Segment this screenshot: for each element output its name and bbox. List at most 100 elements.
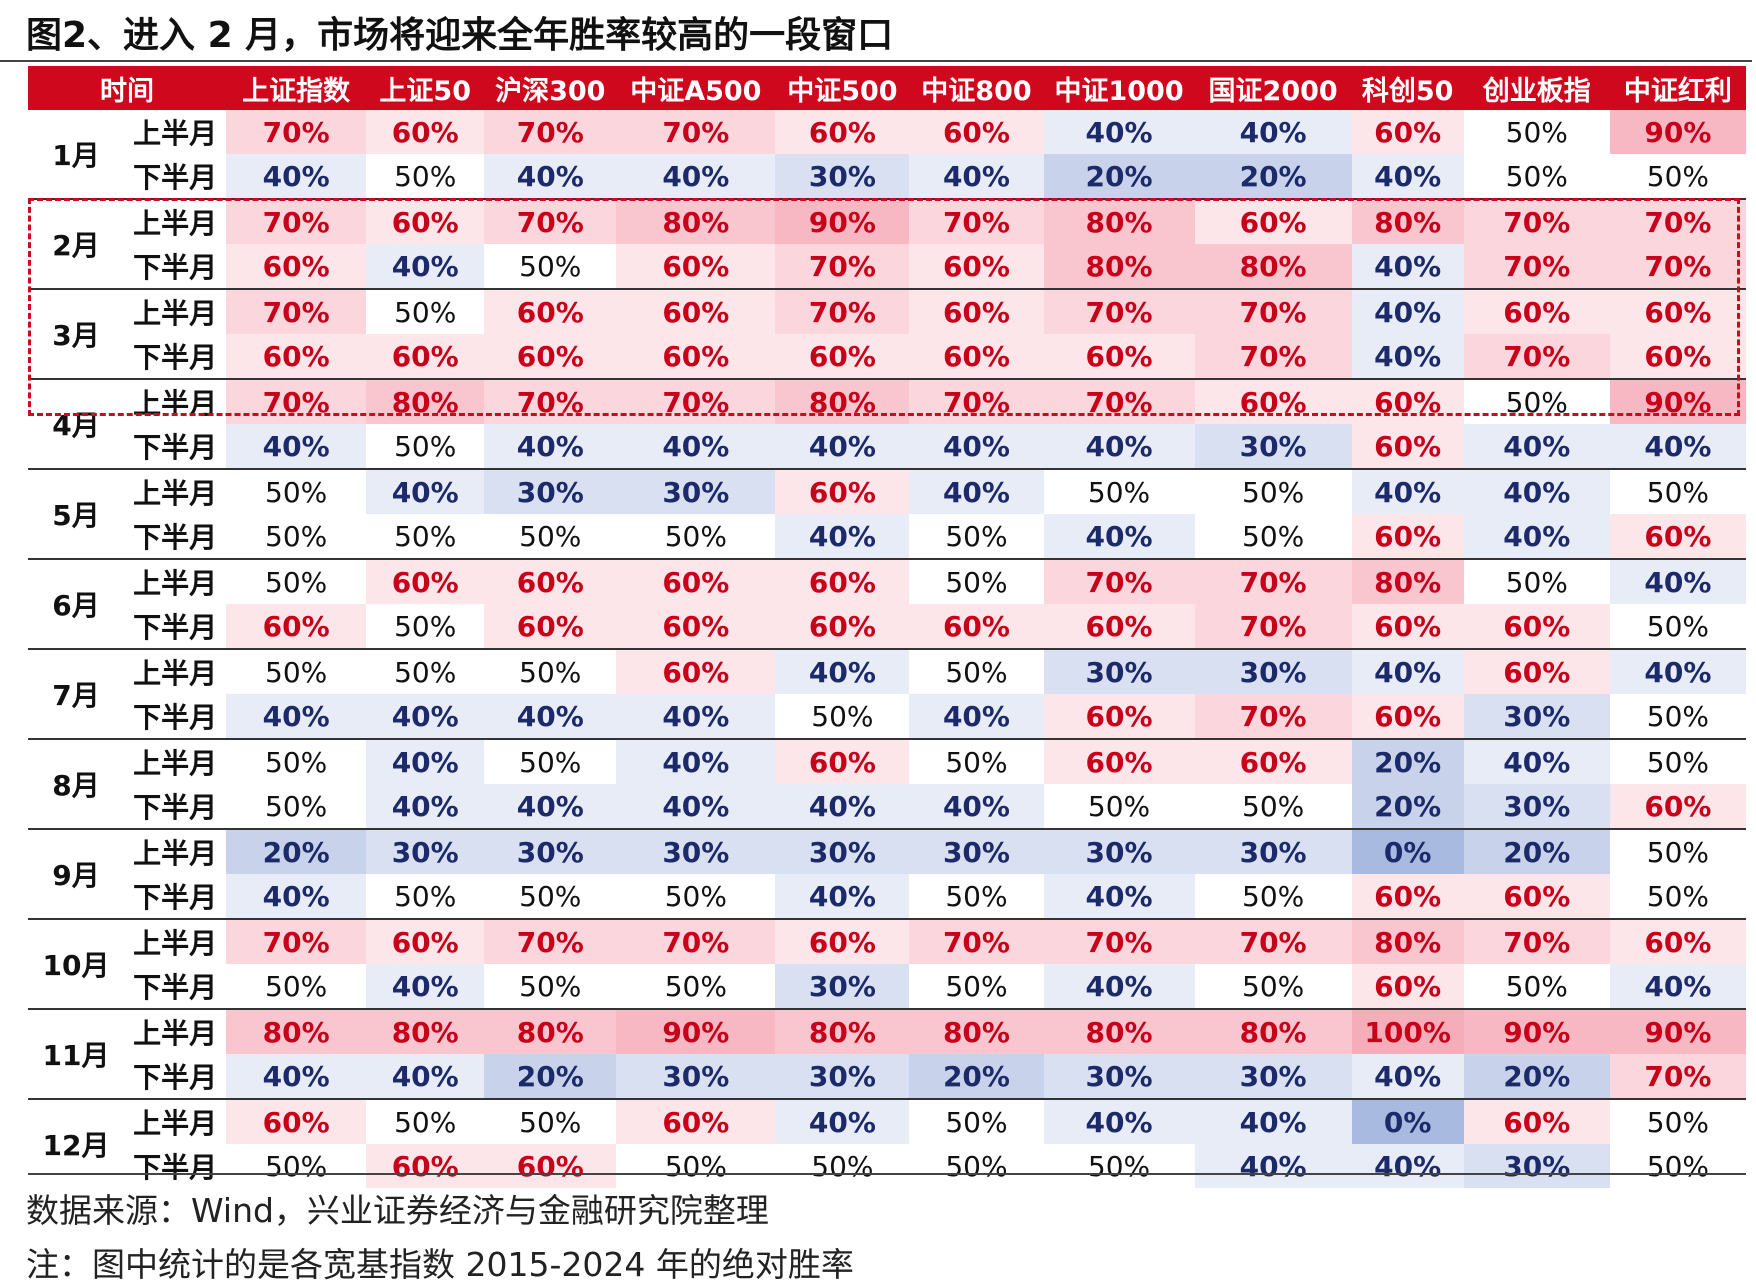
win-rate-cell: 70%	[226, 288, 367, 334]
win-rate-cell: 60%	[1194, 198, 1352, 244]
win-rate-cell: 40%	[909, 784, 1044, 829]
win-rate-cell: 40%	[775, 424, 910, 469]
win-rate-cell: 20%	[909, 1054, 1044, 1099]
table-row: 3月 上半月 70% 50% 60% 60% 70% 60% 70% 70% 40% 60% 60%	[28, 288, 1746, 379]
win-rate-cell: 40%	[1043, 1098, 1195, 1144]
half-label: 下半月	[133, 1151, 218, 1184]
win-rate-cell: 40%	[1351, 244, 1464, 289]
win-rate-cell: 30%	[616, 468, 776, 514]
half-label: 上半月	[133, 117, 218, 150]
win-rate-cell: 80%	[1043, 244, 1195, 289]
win-rate-cell: 30%	[366, 828, 485, 874]
win-rate-cell: 50%	[1646, 159, 1710, 193]
win-rate-cell: 40%	[1043, 514, 1195, 559]
win-rate-cell: 40%	[1194, 110, 1352, 154]
win-rate-cell: 40%	[616, 694, 776, 739]
source-note: 数据来源：Wind，兴业证券经济与金融研究院整理	[26, 1191, 769, 1230]
win-rate-cell: 50%	[811, 699, 874, 733]
win-rate-cell: 50%	[366, 288, 485, 334]
half-label: 上半月	[124, 198, 227, 244]
bottom-rule	[28, 1173, 1746, 1175]
win-rate-cell: 40%	[1194, 1144, 1352, 1188]
win-rate-cell: 50%	[265, 789, 328, 823]
win-rate-cell: 90%	[1609, 1008, 1746, 1054]
win-rate-cell: 30%	[775, 964, 910, 1009]
half-label: 上半月	[124, 378, 227, 424]
win-rate-cell: 70%	[1609, 1054, 1746, 1099]
win-rate-cell: 30%	[1194, 1054, 1352, 1099]
win-rate-cell: 60%	[366, 558, 485, 604]
win-rate-cell: 70%	[1463, 198, 1610, 244]
column-header: 中证A500	[616, 66, 776, 110]
table-row: 下半月 40% 50% 40% 40% 30% 40% 20% 20% 40% 50% 50%	[28, 154, 1746, 199]
win-rate-cell: 50%	[519, 969, 582, 1003]
win-rate-cell: 80%	[366, 1008, 485, 1054]
column-header: 科创50	[1351, 66, 1464, 110]
win-rate-cell: 60%	[226, 1098, 367, 1144]
win-rate-cell: 70%	[484, 198, 617, 244]
win-rate-cell: 80%	[775, 378, 910, 424]
win-rate-cell: 50%	[1463, 558, 1610, 604]
half-label: 下半月	[133, 521, 218, 554]
win-rate-cell: 60%	[1194, 738, 1352, 784]
win-rate-cell: 60%	[616, 558, 776, 604]
win-rate-cell: 40%	[616, 424, 776, 469]
win-rate-cell: 30%	[1043, 828, 1195, 874]
win-rate-cell: 60%	[616, 648, 776, 694]
win-rate-cell: 50%	[909, 738, 1044, 784]
win-rate-cell: 90%	[616, 1008, 776, 1054]
win-rate-cell: 40%	[1351, 288, 1464, 334]
win-rate-cell: 50%	[519, 879, 582, 913]
win-rate-cell: 40%	[366, 244, 485, 289]
win-rate-cell: 50%	[909, 648, 1044, 694]
win-rate-cell: 60%	[1609, 288, 1746, 334]
win-rate-cell: 50%	[394, 609, 457, 643]
win-rate-cell: 40%	[484, 694, 617, 739]
win-rate-cell: 70%	[616, 918, 776, 964]
win-rate-cell: 80%	[1351, 198, 1464, 244]
win-rate-cell: 40%	[484, 154, 617, 199]
half-label: 上半月	[124, 918, 227, 964]
win-rate-cell: 60%	[775, 110, 910, 154]
win-rate-cell: 70%	[226, 110, 367, 154]
half-label: 下半月	[133, 611, 218, 644]
win-rate-cell: 40%	[1609, 964, 1746, 1009]
win-rate-cell: 60%	[1043, 694, 1195, 739]
title: 图2、进入 2 月，市场将迎来全年胜率较高的一段窗口	[26, 15, 894, 56]
win-rate-cell: 50%	[226, 648, 367, 694]
win-rate-cell: 90%	[1609, 110, 1746, 154]
win-rate-cell: 40%	[909, 694, 1044, 739]
win-rate-cell: 40%	[366, 1054, 485, 1099]
column-header: 上证50	[366, 66, 485, 110]
win-rate-cell: 60%	[1351, 378, 1464, 424]
win-rate-cell: 60%	[484, 558, 617, 604]
column-header: 中证1000	[1043, 66, 1195, 110]
win-rate-cell: 60%	[484, 334, 617, 379]
win-rate-cell: 70%	[1609, 198, 1746, 244]
win-rate-cell: 40%	[1351, 154, 1464, 199]
win-rate-cell: 60%	[366, 334, 485, 379]
win-rate-cell: 60%	[1463, 648, 1610, 694]
win-rate-cell: 40%	[226, 1054, 367, 1099]
win-rate-cell: 60%	[484, 604, 617, 649]
win-rate-cell: 50%	[1087, 1149, 1151, 1183]
win-rate-cell: 60%	[1194, 378, 1352, 424]
table-row: 11月 上半月 80% 80% 80% 90% 80% 80% 80% 80% 100% 90% 90%	[28, 1008, 1746, 1099]
month-label: 9月	[28, 828, 125, 919]
table-row: 6月 上半月 50% 60% 60% 60% 60% 50% 70% 70% 80% 50% 40%	[28, 558, 1746, 649]
month-label: 11月	[28, 1008, 125, 1099]
win-rate-cell: 40%	[366, 784, 485, 829]
win-rate-cell: 60%	[616, 244, 776, 289]
column-header: 时间	[28, 66, 227, 110]
win-rate-cell: 40%	[1609, 558, 1746, 604]
half-label: 上半月	[124, 558, 227, 604]
win-rate-cell: 50%	[484, 738, 617, 784]
win-rate-cell: 70%	[1043, 288, 1195, 334]
win-rate-cell: 50%	[226, 468, 367, 514]
win-rate-cell: 30%	[1463, 1144, 1610, 1188]
win-rate-cell: 40%	[366, 694, 485, 739]
table-row: 下半月 60% 60% 60% 60% 60% 60% 60% 70% 40% 70% 60%	[28, 334, 1746, 379]
win-rate-cell: 70%	[616, 378, 776, 424]
win-rate-cell: 60%	[1351, 604, 1464, 649]
win-rate-cell: 40%	[366, 964, 485, 1009]
